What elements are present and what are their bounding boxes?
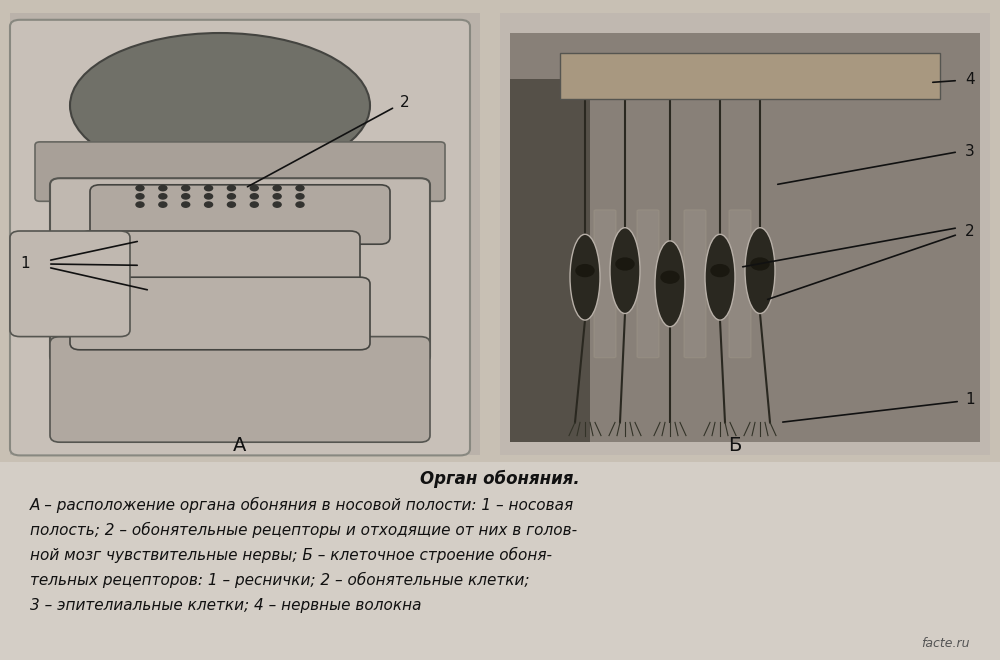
Circle shape [751,258,769,270]
Text: ной мозг чувствительные нервы; Б – клеточное строение обоня-: ной мозг чувствительные нервы; Б – клето… [30,547,552,563]
Circle shape [616,258,634,270]
Circle shape [250,194,258,199]
FancyBboxPatch shape [90,185,390,244]
Ellipse shape [745,228,775,314]
Circle shape [273,194,281,199]
Circle shape [159,194,167,199]
Circle shape [250,202,258,207]
FancyBboxPatch shape [594,210,616,358]
Ellipse shape [655,241,685,327]
FancyBboxPatch shape [10,13,480,455]
Text: А – расположение органа обоняния в носовой полости: 1 – носовая: А – расположение органа обоняния в носов… [30,497,574,513]
Text: 2: 2 [965,224,975,238]
Circle shape [159,202,167,207]
Text: тельных рецепторов: 1 – реснички; 2 – обонятельные клетки;: тельных рецепторов: 1 – реснички; 2 – об… [30,572,530,588]
Text: Б: Б [728,436,742,455]
FancyBboxPatch shape [729,210,751,358]
FancyBboxPatch shape [510,79,590,442]
Text: facte.ru: facte.ru [922,637,970,650]
Circle shape [273,202,281,207]
Ellipse shape [610,228,640,314]
Text: 3 – эпителиальные клетки; 4 – нервные волокна: 3 – эпителиальные клетки; 4 – нервные во… [30,598,422,612]
Text: полость; 2 – обонятельные рецепторы и отходящие от них в голов-: полость; 2 – обонятельные рецепторы и от… [30,522,577,538]
Circle shape [273,185,281,191]
FancyBboxPatch shape [10,20,470,455]
Circle shape [227,202,235,207]
Text: 4: 4 [965,72,975,86]
FancyBboxPatch shape [50,337,430,442]
Ellipse shape [70,33,370,178]
Circle shape [182,202,190,207]
FancyBboxPatch shape [637,210,659,358]
FancyBboxPatch shape [0,462,1000,660]
Circle shape [296,194,304,199]
FancyBboxPatch shape [70,277,370,350]
Circle shape [227,185,235,191]
FancyBboxPatch shape [510,33,980,442]
Ellipse shape [705,234,735,320]
FancyBboxPatch shape [80,231,360,290]
FancyBboxPatch shape [684,210,706,358]
Circle shape [136,185,144,191]
Ellipse shape [570,234,600,320]
Circle shape [227,194,235,199]
Circle shape [576,265,594,277]
Circle shape [205,194,213,199]
Circle shape [182,194,190,199]
Text: 3: 3 [965,145,975,159]
Circle shape [296,202,304,207]
Text: Орган обоняния.: Орган обоняния. [420,469,580,488]
Circle shape [250,185,258,191]
Circle shape [661,271,679,283]
Circle shape [205,185,213,191]
Circle shape [136,202,144,207]
FancyBboxPatch shape [560,53,940,99]
Text: 1: 1 [965,392,975,407]
Text: А: А [233,436,247,455]
Text: 2: 2 [400,95,410,110]
FancyBboxPatch shape [10,231,130,337]
Circle shape [711,265,729,277]
Circle shape [159,185,167,191]
Circle shape [182,185,190,191]
FancyBboxPatch shape [35,142,445,201]
Circle shape [205,202,213,207]
Circle shape [136,194,144,199]
Circle shape [296,185,304,191]
Text: 1: 1 [20,257,30,271]
FancyBboxPatch shape [50,178,430,363]
FancyBboxPatch shape [500,13,990,455]
